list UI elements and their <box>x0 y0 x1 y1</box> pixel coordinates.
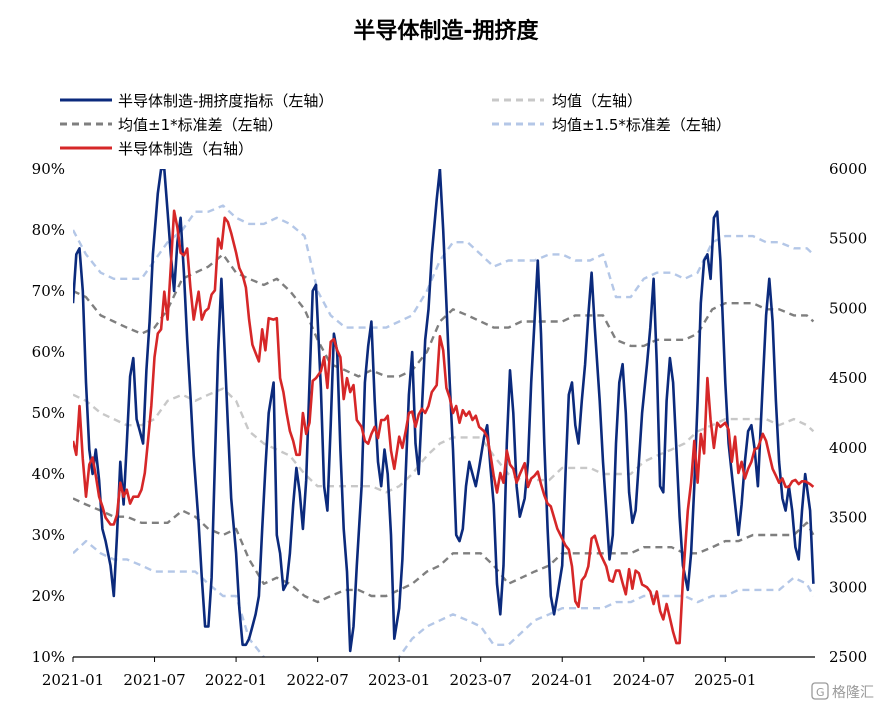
right-tick-label: 5500 <box>829 230 867 248</box>
legend-label-band1: 均值±1*标准差（左轴） <box>118 116 283 134</box>
left-tick-label: 10% <box>32 648 65 666</box>
left-tick-label: 60% <box>32 343 65 361</box>
series-upper-1sd-line <box>73 253 815 378</box>
legend-label-crowding: 半导体制造-拥挤度指标（左轴） <box>118 92 333 110</box>
legend: 半导体制造-拥挤度指标（左轴） 均值（左轴） 均值±1*标准差（左轴） 均值±1… <box>60 92 731 158</box>
x-tick-label: 2024-07 <box>613 671 675 689</box>
series-lower-1-5sd-line <box>73 539 815 657</box>
series-index-line <box>73 209 815 645</box>
right-tick-label: 2500 <box>829 648 867 666</box>
series-lower-1sd-line <box>73 497 815 604</box>
x-axis-ticks: 2021-01 2021-07 2022-01 2022-07 2023-01 2023-… <box>42 657 756 689</box>
legend-label-index: 半导体制造（右轴） <box>118 140 253 158</box>
x-tick-label: 2024-01 <box>531 671 593 689</box>
x-tick-label: 2021-01 <box>42 671 104 689</box>
x-tick-label: 2023-07 <box>450 671 512 689</box>
left-axis-ticks: 10% 20% 30% 40% 50% 60% 70% 80% 90% <box>32 160 65 666</box>
series-crowding-line <box>73 169 815 653</box>
x-tick-label: 2023-01 <box>368 671 430 689</box>
legend-item-index: 半导体制造（右轴） <box>60 140 253 158</box>
legend-label-band15: 均值±1.5*标准差（左轴） <box>552 116 731 134</box>
right-tick-label: 4500 <box>829 369 867 387</box>
svg-text:G: G <box>816 686 825 699</box>
x-tick-label: 2025-01 <box>694 671 756 689</box>
legend-label-mean: 均值（左轴） <box>552 92 642 110</box>
left-tick-label: 80% <box>32 221 65 239</box>
series-upper-1-5sd-line <box>73 204 815 329</box>
legend-item-band1: 均值±1*标准差（左轴） <box>60 116 283 134</box>
right-tick-label: 5000 <box>829 299 867 317</box>
left-tick-label: 90% <box>32 160 65 178</box>
series-mean-line <box>73 387 815 494</box>
watermark: G 格隆汇 <box>811 682 874 701</box>
x-tick-label: 2022-01 <box>205 671 267 689</box>
right-axis-ticks: 2500 3000 3500 4000 4500 5000 5500 6000 <box>829 160 867 666</box>
right-tick-label: 6000 <box>829 160 867 178</box>
x-tick-label: 2022-07 <box>286 671 348 689</box>
right-tick-label: 4000 <box>829 439 867 457</box>
right-tick-label: 3500 <box>829 509 867 527</box>
x-tick-label: 2021-07 <box>123 671 185 689</box>
chart-title: 半导体制造-拥挤度 <box>353 18 539 44</box>
legend-item-mean: 均值（左轴） <box>492 92 642 110</box>
right-tick-label: 3000 <box>829 578 867 596</box>
left-tick-label: 20% <box>32 587 65 605</box>
watermark-text: 格隆汇 <box>832 685 874 701</box>
legend-item-crowding: 半导体制造-拥挤度指标（左轴） <box>60 92 333 110</box>
left-tick-label: 70% <box>32 282 65 300</box>
series-layer <box>73 169 815 657</box>
watermark-logo-icon <box>811 682 829 700</box>
left-tick-label: 40% <box>32 465 65 483</box>
legend-item-band15: 均值±1.5*标准差（左轴） <box>492 116 731 134</box>
left-tick-label: 30% <box>32 526 65 544</box>
left-tick-label: 50% <box>32 404 65 422</box>
